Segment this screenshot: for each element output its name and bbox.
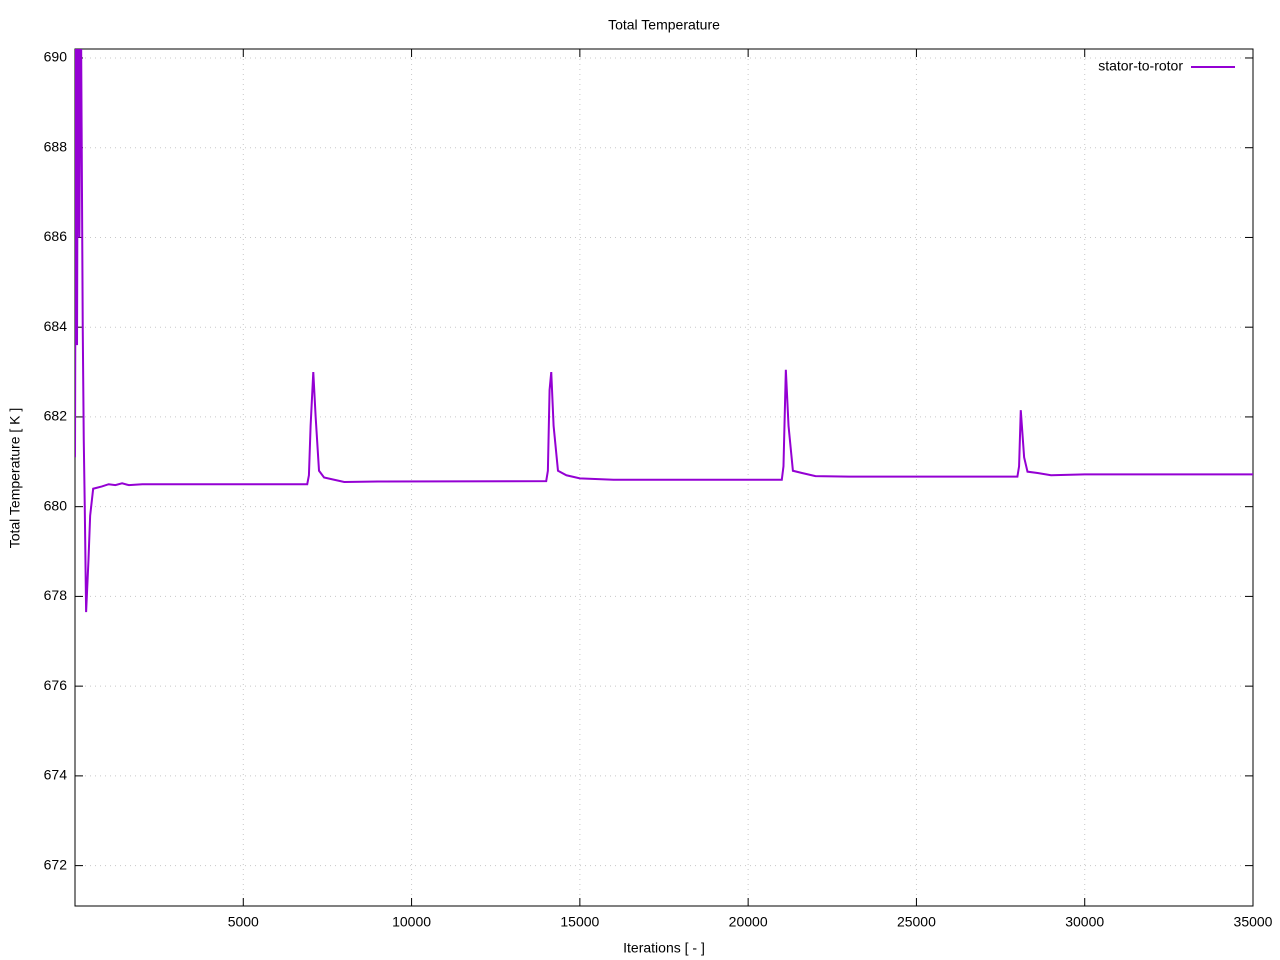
y-tick-label: 686 bbox=[44, 228, 68, 244]
y-tick-label: 688 bbox=[44, 138, 68, 154]
x-tick-label: 5000 bbox=[228, 914, 259, 930]
y-tick-label: 676 bbox=[44, 677, 68, 693]
x-tick-label: 15000 bbox=[560, 914, 599, 930]
y-tick-label: 674 bbox=[44, 767, 68, 783]
y-tick-label: 680 bbox=[44, 497, 68, 513]
y-tick-label: 690 bbox=[44, 49, 68, 65]
x-tick-label: 25000 bbox=[897, 914, 936, 930]
x-tick-label: 35000 bbox=[1234, 914, 1273, 930]
x-tick-label: 30000 bbox=[1065, 914, 1104, 930]
x-axis-label: Iterations [ - ] bbox=[623, 940, 705, 956]
chart-title: Total Temperature bbox=[608, 17, 720, 33]
data-line bbox=[75, 49, 1253, 613]
x-tick-label: 20000 bbox=[729, 914, 768, 930]
y-tick-label: 684 bbox=[44, 318, 68, 334]
legend-label: stator-to-rotor bbox=[1098, 58, 1183, 74]
y-tick-label: 678 bbox=[44, 587, 68, 603]
y-tick-label: 682 bbox=[44, 408, 68, 424]
y-axis-label: Total Temperature [ K ] bbox=[7, 408, 23, 549]
y-tick-label: 672 bbox=[44, 856, 68, 872]
plot-frame bbox=[74, 48, 1254, 907]
x-tick-label: 10000 bbox=[392, 914, 431, 930]
